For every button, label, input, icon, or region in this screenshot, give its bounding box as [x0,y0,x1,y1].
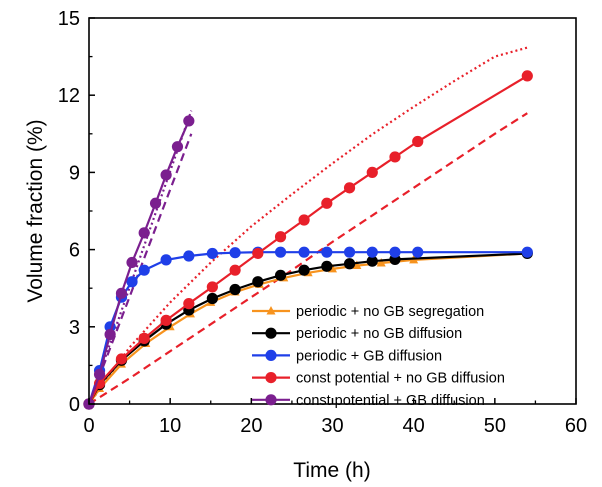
data-point [412,246,424,258]
y-tick-label: 15 [58,8,80,30]
y-tick-label: 12 [58,85,80,107]
legend-entry: periodic + no GB diffusion [252,326,462,342]
legend-label: const potential + GB diffusion [296,393,485,409]
data-point [366,246,378,258]
y-axis-label: Volume fraction (%) [24,119,47,302]
y-tick-label: 0 [69,394,80,416]
legend-marker [265,349,277,361]
data-point [298,214,310,226]
x-tick-label: 30 [321,415,343,437]
data-point [321,197,333,209]
legend: periodic + no GB segregation periodic + n… [252,304,505,409]
x-tick-label: 40 [403,415,425,437]
data-point [252,276,264,288]
data-point [252,247,264,260]
data-point [93,368,106,381]
data-point [343,258,356,270]
data-point [183,115,195,127]
data-point [115,353,128,365]
bound-line-dotted [88,46,528,405]
data-point [352,260,362,270]
data-point [206,247,218,260]
data-point [160,314,172,326]
legend-entry: periodic + no GB segregation [252,304,484,320]
data-point [366,166,378,178]
legend-label: periodic + no GB diffusion [296,326,462,342]
data-point [160,169,172,181]
bound-line-dashed [88,112,528,405]
series-line [88,252,528,405]
legend-entry: periodic + GB diffusion [252,348,442,364]
legend-entry: const potential + no GB diffusion [252,371,505,387]
series-line [87,120,190,405]
legend-label: const potential + no GB diffusion [296,371,505,387]
legend-label: periodic + no GB segregation [296,304,484,320]
data-point [389,246,401,258]
y-tick-label: 3 [69,317,80,339]
data-point [343,182,356,194]
data-point [104,328,116,341]
bound-line-dotted [87,110,193,405]
legend-marker [265,394,277,406]
y-tick-label: 6 [69,240,80,262]
legend-marker [265,372,277,384]
data-point [138,264,150,276]
y-tick-label: 9 [69,162,80,184]
data-point [138,332,150,344]
data-point [274,246,287,258]
axis-ticks: 0 10 20 30 40 50 60 0 3 6 9 12 15 [58,8,587,437]
data-point [376,257,386,267]
legend-label: periodic + GB diffusion [296,348,442,364]
series-3 [83,70,533,410]
data-point [206,292,218,305]
data-point [138,227,150,239]
data-point [321,260,333,272]
legend-marker [265,327,277,339]
data-point [126,256,138,269]
x-axis-label: Time (h) [293,459,370,482]
data-point [149,197,162,209]
data-point [183,298,195,310]
data-point [229,283,241,296]
legend-entry: const potential + GB diffusion [252,393,485,409]
series-layer [83,70,533,410]
plot-frame [88,17,577,405]
data-point [389,151,401,163]
data-point [183,250,195,262]
x-tick-label: 10 [159,415,181,437]
data-point [274,231,287,243]
data-point [126,276,138,288]
x-tick-label: 60 [565,415,587,437]
data-point [160,254,172,266]
data-point [343,246,356,258]
data-point [229,247,241,259]
data-point [115,287,128,299]
data-point [171,141,184,153]
data-point [298,246,310,258]
data-point [412,135,424,148]
data-point [366,255,378,267]
data-point [521,246,533,258]
legend-marker [266,306,276,315]
data-point [521,70,533,82]
x-tick-label: 0 [83,415,94,437]
data-point [229,264,241,276]
data-point [206,281,218,293]
data-point [321,246,333,258]
data-point [274,269,287,281]
data-point [298,264,310,276]
series-4 [83,115,195,410]
x-tick-label: 50 [484,415,506,437]
x-tick-label: 20 [240,415,262,437]
